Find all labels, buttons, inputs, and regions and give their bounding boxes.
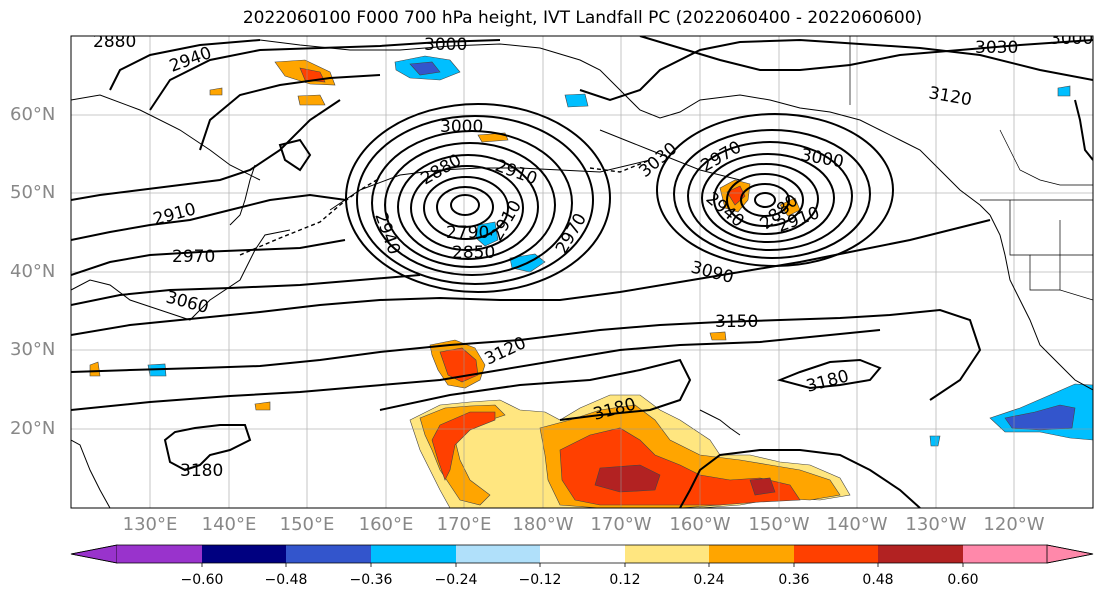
contour-label: 3030 [975, 38, 1018, 58]
lon-tick-label: 150°E [279, 514, 335, 535]
lat-tick-label: 30°N [10, 339, 56, 360]
contour-label: 2790 [446, 223, 489, 243]
lon-tick-label: 140°W [826, 514, 888, 535]
lat-tick-label: 60°N [10, 104, 56, 125]
political-borders [849, 36, 1093, 301]
colorbar-tick-label: 0.36 [778, 572, 810, 588]
colorbar-tick-label: 0.60 [947, 572, 979, 588]
lat-tick-label: 20°N [10, 418, 56, 439]
map-gridlines [71, 36, 1093, 508]
contour-label: 3180 [180, 461, 223, 481]
colorbar-tick-label: 0.48 [862, 572, 894, 588]
lat-tick-label: 50°N [10, 182, 56, 203]
contour-label: 3000 [424, 35, 467, 55]
dashed-track [239, 177, 381, 256]
lon-tick-label: 150°W [748, 514, 810, 535]
lon-tick-label: 160°E [358, 514, 414, 535]
lon-tick-label: 130°W [905, 514, 967, 535]
colorbar-tick-label: −0.48 [264, 572, 308, 588]
lon-tick-label: 170°W [590, 514, 652, 535]
lon-tick-label: 180°W [512, 514, 574, 535]
colorbar-tick-label: −0.12 [518, 572, 562, 588]
lat-tick-label: 40°N [10, 261, 56, 282]
contour-label: 2880 [93, 32, 136, 52]
dashed-track-east [589, 159, 651, 173]
colorbar-extend-max [1046, 544, 1094, 564]
ivt-positive-shading [89, 59, 851, 508]
map-title: 2022060100 F000 700 hPa height, IVT Land… [242, 8, 923, 28]
contour-label: 2970 [172, 247, 215, 267]
lon-tick-label: 120°W [983, 514, 1045, 535]
contour-label: 2850 [452, 243, 495, 263]
contour-label: 3000 [1050, 29, 1093, 49]
colorbar-tick-label: 0.24 [693, 572, 725, 588]
colorbar-tick-label: −0.60 [180, 572, 224, 588]
lon-tick-label: 160°W [669, 514, 731, 535]
lon-tick-label: 140°E [201, 514, 257, 535]
contour-label: 3150 [715, 312, 758, 332]
colorbar-tick-label: −0.36 [349, 572, 393, 588]
lon-tick-label: 130°E [122, 514, 178, 535]
colorbar-tick-label: −0.24 [434, 572, 478, 588]
contour-label: 3000 [440, 117, 483, 137]
height-contours [71, 36, 1093, 508]
map-frame [70, 35, 1094, 509]
lon-tick-label: 170°E [436, 514, 492, 535]
colorbar-tick-label: 0.12 [609, 572, 641, 588]
colorbar-extend-min [70, 544, 118, 564]
colorbar [70, 544, 1094, 567]
